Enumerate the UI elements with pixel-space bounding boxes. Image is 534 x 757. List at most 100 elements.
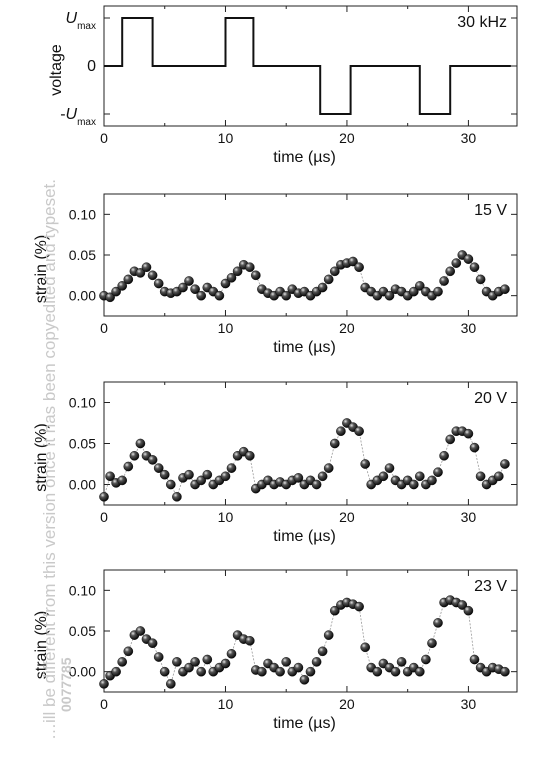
data-point	[414, 666, 425, 677]
panel-3: 0 10 20 30 time (µs) 20 V 0.00 0.05 0.10 strain (…	[33, 381, 518, 545]
x-tick-label: 0	[100, 320, 108, 336]
data-point	[445, 266, 456, 277]
data-point	[226, 463, 237, 473]
x-tick-label: 30	[461, 509, 477, 525]
data-point	[117, 475, 127, 486]
data-point	[354, 262, 364, 273]
data-point	[172, 657, 182, 667]
data-point	[196, 475, 206, 486]
data-point	[153, 652, 164, 662]
data-point	[433, 618, 443, 628]
x-tick-label: 20	[339, 509, 355, 525]
plot-frame	[103, 381, 518, 506]
data-point	[427, 475, 437, 486]
data-point	[220, 658, 231, 669]
data-point	[147, 270, 158, 281]
data-point	[190, 284, 200, 295]
data-point	[117, 657, 127, 667]
corner-label: 30 kHz	[457, 14, 507, 31]
data-point	[165, 679, 176, 689]
y-axis-label: strain (%)	[33, 235, 50, 303]
data-point	[135, 438, 146, 449]
data-point	[232, 266, 243, 277]
data-point	[378, 471, 389, 482]
data-point	[493, 471, 504, 482]
y-tick-label: 0.10	[69, 206, 96, 222]
data-point	[451, 258, 462, 268]
data-point	[384, 463, 395, 473]
y-tick-label: -Umax	[60, 106, 96, 128]
panel-2: 0 10 20 30 time (µs) 15 V 0.00 0.05 0.10 strain (…	[33, 193, 518, 356]
data-point	[293, 662, 304, 673]
data-point	[390, 666, 401, 677]
data-point	[408, 286, 419, 297]
y-tick-label: 0.05	[69, 623, 96, 639]
data-point	[250, 270, 261, 281]
data-point	[159, 666, 170, 677]
x-axis-label: time (µs)	[273, 149, 336, 166]
data-point	[408, 479, 419, 490]
data-point	[141, 262, 152, 273]
data-point	[123, 274, 134, 285]
data-point	[159, 469, 170, 480]
data-point	[317, 282, 328, 293]
data-point	[275, 666, 285, 677]
data-point	[469, 654, 480, 665]
data-point	[111, 666, 121, 677]
x-tick-label: 10	[218, 696, 234, 712]
voltage-waveform	[104, 17, 511, 115]
data-point	[135, 626, 146, 636]
data-point	[105, 292, 115, 303]
data-point	[439, 276, 449, 286]
data-point	[433, 286, 443, 297]
data-point	[281, 290, 292, 301]
data-point	[226, 649, 237, 659]
data-point	[184, 662, 194, 673]
data-point	[463, 428, 474, 439]
data-point	[153, 278, 164, 289]
data-point	[165, 479, 176, 490]
y-axis-label: voltage	[48, 44, 65, 96]
data-point	[336, 426, 346, 437]
data-point	[129, 450, 140, 461]
data-point	[360, 459, 371, 469]
data-point	[244, 262, 255, 273]
data-point	[427, 638, 437, 649]
watermark-doi: 0077785	[58, 657, 74, 712]
x-tick-label: 10	[218, 509, 234, 525]
x-tick-label: 30	[461, 130, 477, 146]
y-tick-label: 0.00	[69, 477, 96, 493]
data-point	[463, 254, 474, 264]
y-tick-label: 0.00	[69, 664, 96, 680]
data-point	[500, 284, 510, 295]
data-point	[226, 272, 237, 283]
data-point	[123, 461, 134, 472]
data-point	[147, 455, 158, 465]
data-point	[323, 274, 334, 285]
x-tick-label: 0	[100, 509, 108, 525]
data-point	[190, 657, 200, 667]
data-point	[463, 605, 474, 616]
data-point	[317, 471, 328, 482]
y-axis-label: strain (%)	[33, 611, 50, 679]
data-point	[457, 600, 468, 610]
data-point	[396, 657, 407, 667]
x-tick-label: 20	[339, 130, 355, 146]
data-point	[323, 463, 334, 473]
y-tick-label: 0.10	[69, 582, 96, 598]
panel-4: 0 10 20 30 time (µs) 23 V 0.00 0.05 0.10 strain (…	[33, 569, 518, 732]
data-point	[372, 666, 383, 677]
x-axis-label: time (µs)	[273, 528, 336, 545]
data-point	[196, 666, 206, 677]
x-tick-label: 10	[218, 130, 234, 146]
x-tick-label: 0	[100, 696, 108, 712]
data-point	[214, 290, 225, 301]
data-point	[147, 638, 158, 649]
data-point	[178, 282, 188, 293]
data-point	[299, 675, 310, 685]
data-point	[414, 281, 425, 291]
x-tick-label: 30	[461, 696, 477, 712]
data-point	[384, 290, 395, 301]
y-tick-label: 0.05	[69, 436, 96, 452]
